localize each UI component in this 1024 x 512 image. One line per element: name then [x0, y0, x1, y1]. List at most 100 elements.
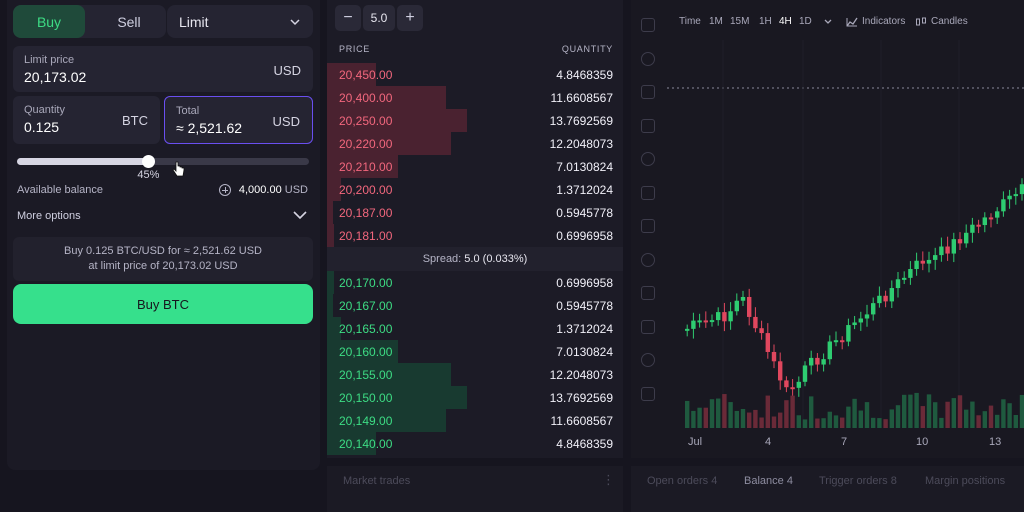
step-increase-button[interactable]: +	[397, 5, 423, 31]
magnet-icon[interactable]	[641, 185, 655, 200]
volume-bar	[889, 409, 894, 428]
total-field[interactable]: Total ≈ 2,521.62 USD	[164, 96, 313, 144]
candle	[740, 296, 746, 301]
candle	[703, 320, 708, 323]
order-type-select[interactable]: Limit	[167, 5, 313, 38]
more-icon[interactable]: ⋮	[602, 472, 615, 487]
buy-btc-button[interactable]: Buy BTC	[13, 284, 313, 324]
price-chart-panel: Time 1M 15M 1H 4H 1D Indicators Candles Jul 4 7…	[631, 0, 1024, 458]
bid-price: 20,149.00	[339, 414, 393, 428]
bid-quantity: 13.7692569	[549, 391, 613, 405]
timeframe-1m[interactable]: 1M	[709, 16, 723, 27]
timeframe-1d[interactable]: 1D	[799, 16, 812, 27]
bid-row[interactable]: 20,170.00 0.6996958	[327, 271, 623, 294]
tab-open-orders[interactable]: Open orders 4	[647, 475, 717, 487]
tab-balance-count: 4	[786, 475, 793, 487]
limit-price-field[interactable]: Limit price 20,173.02 USD	[13, 46, 313, 92]
ask-row[interactable]: 20,200.00 1.3712024	[327, 178, 623, 201]
crosshair-icon[interactable]	[641, 18, 655, 32]
total-value[interactable]: ≈ 2,521.62	[176, 120, 243, 136]
candle	[821, 359, 826, 365]
candle	[778, 361, 783, 381]
depth-bar	[327, 132, 452, 155]
candle	[976, 224, 981, 227]
indicators-button[interactable]: Indicators	[846, 16, 905, 27]
ask-row[interactable]: 20,210.00 7.0130824	[327, 155, 623, 178]
timeframe-15m[interactable]: 15M	[730, 16, 750, 27]
quantity-label: Quantity	[24, 104, 65, 116]
ask-row[interactable]: 20,250.00 13.7692569	[327, 109, 623, 132]
candles-button[interactable]: Candles	[915, 16, 968, 27]
tab-market-trades[interactable]: Market trades	[343, 475, 411, 487]
candle	[747, 296, 752, 317]
more-options-toggle[interactable]: More options	[17, 210, 81, 222]
lines-icon[interactable]	[641, 353, 655, 367]
slider-handle[interactable]	[142, 155, 156, 168]
volume-bar	[697, 407, 702, 428]
ruler-icon[interactable]	[641, 252, 655, 267]
brush-icon[interactable]	[641, 85, 655, 99]
timeframe-4h[interactable]: 4H	[779, 16, 792, 27]
tab-trigger-orders-label: Trigger orders	[819, 475, 888, 487]
bid-row[interactable]: 20,160.00 7.0130824	[327, 340, 623, 363]
bid-row[interactable]: 20,140.00 4.8468359	[327, 432, 623, 455]
bid-price: 20,167.00	[339, 299, 393, 313]
account-tabs: Open orders 4 Balance 4 Trigger orders 8…	[631, 466, 1024, 512]
bid-row[interactable]: 20,149.00 11.6608567	[327, 409, 623, 432]
candle	[796, 381, 801, 388]
lock-icon[interactable]	[641, 51, 655, 66]
volume-bar	[895, 405, 901, 428]
bid-quantity: 12.2048073	[549, 368, 613, 382]
candle	[722, 312, 727, 322]
volume-bar	[970, 401, 975, 428]
bid-row[interactable]: 20,167.00 0.5945778	[327, 294, 623, 317]
ask-row[interactable]: 20,181.00 0.6996958	[327, 224, 623, 247]
ask-price: 20,200.00	[339, 183, 393, 197]
chevron-down-icon[interactable]	[823, 17, 833, 27]
candle	[734, 300, 739, 312]
ask-row[interactable]: 20,450.00 4.8468359	[327, 63, 623, 86]
x-axis-label: 10	[916, 436, 929, 448]
candle	[685, 328, 690, 331]
amount-slider[interactable]	[17, 155, 309, 168]
ask-row[interactable]: 20,220.00 12.2048073	[327, 132, 623, 155]
pattern-icon[interactable]	[641, 286, 655, 300]
timeframe-time[interactable]: Time	[679, 16, 701, 27]
tab-margin-positions[interactable]: Margin positions	[925, 475, 1006, 487]
ask-price: 20,220.00	[339, 137, 393, 151]
text-icon[interactable]	[641, 219, 655, 233]
volume-bar	[858, 410, 863, 428]
volume-bar	[1001, 399, 1006, 428]
candlestick-chart[interactable]	[631, 0, 1024, 458]
eraser-icon[interactable]	[641, 319, 655, 334]
limit-price-value[interactable]: 20,173.02	[24, 69, 87, 85]
bid-row[interactable]: 20,150.00 13.7692569	[327, 386, 623, 409]
sell-tab[interactable]: Sell	[117, 13, 141, 30]
quantity-value[interactable]: 0.125	[24, 119, 60, 135]
candle	[1007, 195, 1012, 200]
bid-row[interactable]: 20,155.00 12.2048073	[327, 363, 623, 386]
depth-bar	[327, 386, 467, 409]
quantity-field[interactable]: Quantity 0.125 BTC	[13, 96, 160, 144]
timeframe-1h[interactable]: 1H	[759, 16, 772, 27]
bid-quantity: 1.3712024	[556, 322, 613, 336]
ask-quantity: 7.0130824	[556, 160, 613, 174]
ask-row[interactable]: 20,187.00 0.5945778	[327, 201, 623, 224]
step-decrease-button[interactable]: −	[335, 5, 361, 31]
bid-row[interactable]: 20,165.00 1.3712024	[327, 317, 623, 340]
volume-bar	[790, 395, 795, 428]
drawing-toolbar	[631, 0, 661, 458]
candle	[716, 312, 721, 321]
tab-balance[interactable]: Balance 4	[744, 475, 793, 487]
tab-trigger-orders[interactable]: Trigger orders 8	[819, 475, 897, 487]
add-funds-icon[interactable]	[218, 184, 231, 196]
volume-bar	[852, 398, 857, 428]
pencil-icon[interactable]	[641, 152, 655, 166]
candle	[709, 320, 715, 323]
chevron-down-icon[interactable]	[292, 209, 308, 221]
trend-icon[interactable]	[641, 386, 655, 401]
zoom-icon[interactable]	[641, 118, 655, 133]
ask-row[interactable]: 20,400.00 11.6608567	[327, 86, 623, 109]
buy-tab[interactable]: Buy	[13, 5, 85, 38]
slider-percent-label: 45%	[137, 169, 160, 181]
